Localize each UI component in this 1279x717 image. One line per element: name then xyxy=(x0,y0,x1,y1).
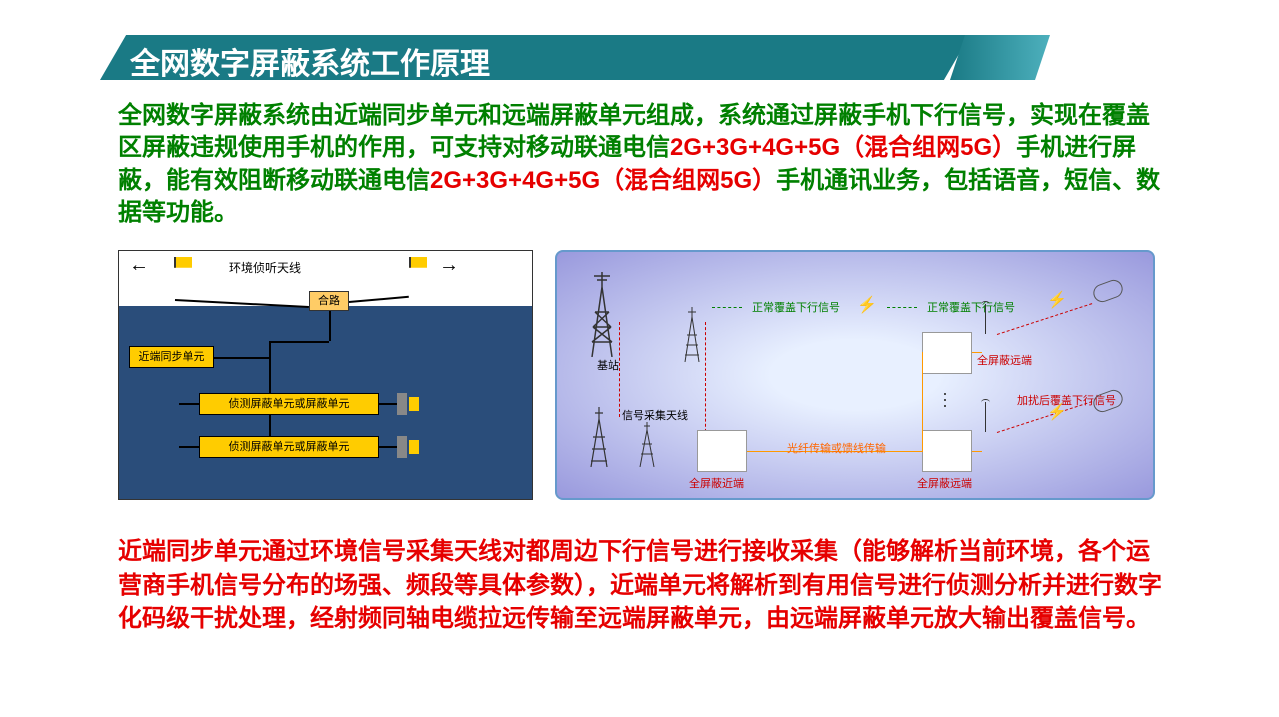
fiber-line xyxy=(972,451,982,452)
zigzag-icon: ⚡ xyxy=(1047,290,1067,310)
far-shield-box xyxy=(922,332,972,374)
near-shield-label: 全屏蔽近端 xyxy=(689,475,744,491)
arrow-left-icon: ← xyxy=(129,254,149,277)
bottom-paragraph: 近端同步单元通过环境信号采集天线对都周边下行信号进行接收采集（能够解析当前环境，… xyxy=(118,535,1168,636)
tower-icon xyxy=(637,422,657,467)
collect-antenna-label: 信号采集天线 xyxy=(622,407,688,423)
cable-line xyxy=(179,446,199,448)
ellipsis-icon: ··· xyxy=(942,390,948,408)
far-shield-label: 全屏蔽远端 xyxy=(977,352,1032,368)
zigzag-icon: ⚡ xyxy=(857,295,877,315)
zigzag-icon: ⚡ xyxy=(1047,402,1067,422)
title-banner: 全网数字屏蔽系统工作原理 xyxy=(100,35,970,80)
diagram-left: ← 环境侦听天线 → 合路 近端同步单元 侦测屏蔽单元或屏蔽单元 侦测屏蔽单元或… xyxy=(118,250,533,500)
near-shield-box xyxy=(697,430,747,472)
dash-line xyxy=(705,322,706,442)
tower-icon xyxy=(587,407,612,467)
emitter-icon xyxy=(397,436,407,458)
fiber-line xyxy=(922,352,923,452)
cable-line xyxy=(379,403,397,405)
far-shield-box xyxy=(922,430,972,472)
cable-line xyxy=(179,403,199,405)
cable-line xyxy=(269,341,329,343)
tower-icon xyxy=(682,307,702,362)
tower-icon xyxy=(587,272,617,357)
cable-line xyxy=(379,446,397,448)
emitter-icon xyxy=(397,393,407,415)
far-shield-label: 全屏蔽远端 xyxy=(917,475,972,491)
dash-line xyxy=(619,322,620,417)
shield-unit-box: 侦测屏蔽单元或屏蔽单元 xyxy=(199,393,379,415)
normal-downlink-label: 正常覆盖下行信号 xyxy=(752,299,840,315)
phone-icon xyxy=(1091,277,1125,304)
combiner-box: 合路 xyxy=(309,291,349,311)
page-title: 全网数字屏蔽系统工作原理 xyxy=(100,35,970,87)
intro-seg4: 2G+3G+4G+5G（混合组网5G） xyxy=(430,167,776,194)
arrow-right-icon: → xyxy=(439,254,459,277)
base-station-label: 基站 xyxy=(597,357,619,373)
cable-line xyxy=(329,311,331,341)
fiber-line xyxy=(972,352,982,353)
intro-seg2: 2G+3G+4G+5G（混合组网5G） xyxy=(670,134,1016,161)
diagram-right: 基站 信号采集天线 正常覆盖下行信号 ⚡ 正常覆盖下行信号 ⚡ 全屏蔽近端 光纤… xyxy=(555,250,1155,500)
dash-line xyxy=(712,307,742,308)
intro-paragraph: 全网数字屏蔽系统由近端同步单元和远端屏蔽单元组成，系统通过屏蔽手机下行信号，实现… xyxy=(118,100,1168,230)
thin-antenna-icon xyxy=(985,304,986,334)
cable-line xyxy=(214,357,269,359)
normal-downlink-label: 正常覆盖下行信号 xyxy=(927,299,1015,315)
near-unit-box: 近端同步单元 xyxy=(129,346,214,368)
shield-unit-box: 侦测屏蔽单元或屏蔽单元 xyxy=(199,436,379,458)
dash-line xyxy=(887,307,917,308)
antenna-label: 环境侦听天线 xyxy=(229,259,301,276)
fiber-label: 光纤传输或馈线传输 xyxy=(787,440,886,456)
thin-antenna-icon xyxy=(985,402,986,432)
